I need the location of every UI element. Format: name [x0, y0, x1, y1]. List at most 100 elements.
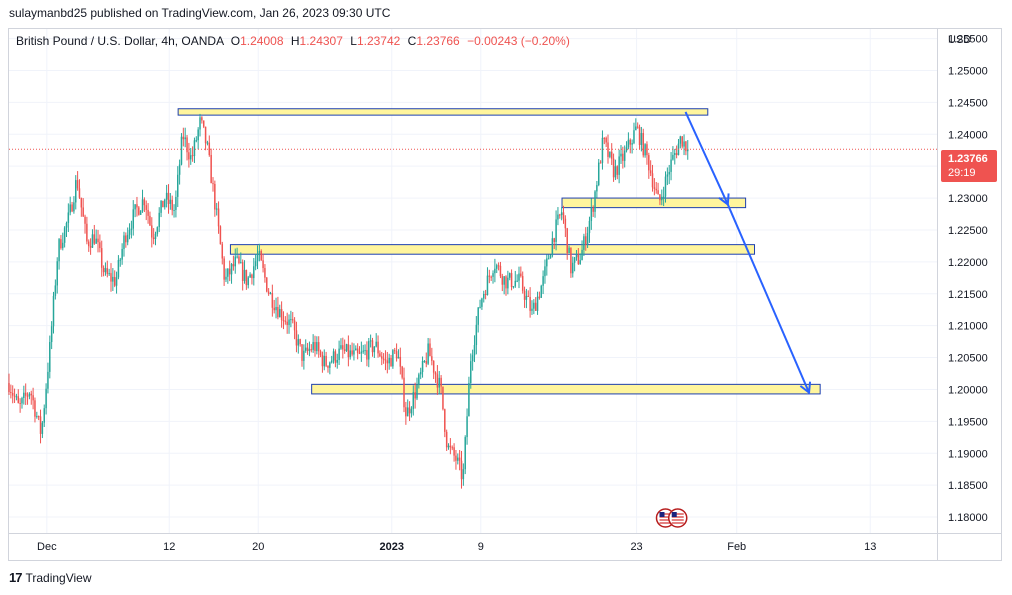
candle-body	[210, 154, 212, 184]
candle-body	[304, 347, 307, 351]
footer[interactable]: 17 TradingView	[9, 570, 92, 585]
candle-body	[449, 445, 452, 448]
candle-body	[243, 269, 246, 281]
candle-body	[260, 251, 262, 261]
candle-body	[254, 261, 257, 267]
candle-body	[377, 341, 379, 354]
publisher-text: sulaymanbd25 published on TradingView.co…	[9, 6, 391, 20]
price-tick-label: 1.24000	[948, 129, 988, 141]
candle-body	[382, 358, 385, 360]
candle-body	[230, 264, 233, 275]
candle-body	[178, 164, 181, 175]
candle-body	[188, 152, 190, 160]
candle-body	[130, 228, 133, 231]
candle-body	[590, 208, 593, 221]
candle-body	[225, 276, 227, 280]
candle-body	[156, 227, 159, 234]
candle-body	[152, 237, 155, 240]
candle-body	[397, 356, 400, 359]
candle-body	[69, 204, 71, 213]
candle-body	[369, 340, 372, 342]
candle-body	[661, 196, 663, 201]
time-axis-divider	[8, 533, 1002, 534]
candle-body	[45, 388, 47, 409]
candle-body	[112, 276, 114, 282]
candle-body	[63, 227, 66, 243]
candle-body	[609, 151, 611, 157]
candle-body	[286, 321, 288, 325]
candle-body	[132, 209, 135, 229]
candle-body	[217, 208, 220, 227]
candle-body	[618, 156, 620, 175]
price-tick-label: 1.21000	[948, 321, 988, 333]
candle-body	[516, 280, 518, 282]
candle-body	[622, 153, 624, 161]
candle-body	[56, 261, 58, 286]
candle-body	[388, 357, 390, 364]
candle-body	[635, 126, 637, 131]
candle-body	[336, 359, 338, 363]
candle-body	[23, 392, 25, 398]
candle-body	[30, 393, 33, 396]
candle-body	[97, 238, 99, 243]
candle-body	[115, 277, 118, 286]
low-value: 1.23742	[356, 34, 401, 48]
candle-body	[416, 385, 418, 399]
candle-body	[457, 457, 459, 461]
candle-body	[316, 342, 318, 352]
candle-body	[475, 324, 478, 346]
candle-body	[343, 349, 346, 351]
candle-body	[104, 268, 107, 273]
candle-body	[288, 319, 290, 325]
candle-body	[566, 228, 568, 253]
candle-body	[657, 190, 659, 195]
candle-body	[228, 268, 231, 275]
candle-body	[99, 242, 101, 249]
candle-body	[666, 174, 669, 177]
candle-body	[117, 260, 120, 278]
candle-body	[386, 360, 389, 364]
candle-body	[601, 137, 604, 163]
candle-body	[241, 262, 244, 281]
candle-body	[162, 200, 164, 208]
candle-body	[505, 276, 507, 289]
candle-body	[182, 136, 185, 140]
candle-body	[108, 273, 110, 275]
candle-body	[581, 249, 583, 261]
candle-body	[251, 274, 253, 279]
candle-body	[494, 268, 496, 274]
candle-body	[594, 191, 596, 212]
candle-body	[408, 407, 411, 414]
candle-body	[138, 207, 140, 215]
price-tick-label: 1.24500	[948, 97, 988, 109]
candle-body	[319, 351, 322, 356]
candle-body	[110, 273, 112, 282]
candle-body	[642, 133, 644, 156]
candle-body	[184, 137, 186, 140]
candle-body	[620, 153, 622, 157]
close-value: 1.23766	[416, 34, 460, 48]
candle-body	[312, 342, 314, 350]
candle-body	[303, 350, 305, 361]
time-tick-label: 13	[864, 541, 876, 553]
candle-body	[501, 276, 504, 285]
candle-body	[670, 159, 672, 172]
candle-body	[447, 445, 450, 448]
candle-body	[627, 139, 630, 148]
candle-body	[458, 457, 461, 461]
candle-body	[310, 349, 313, 351]
symbol-title: British Pound / U.S. Dollar, 4h, OANDA	[16, 34, 224, 48]
candle-body	[575, 254, 578, 258]
currency-label[interactable]: USD	[948, 34, 972, 46]
candle-body	[356, 348, 359, 354]
candle-body	[685, 141, 687, 152]
candle-body	[180, 136, 183, 165]
candle-body	[43, 408, 45, 423]
support-resistance-zone	[311, 383, 821, 395]
time-tick-label: 9	[478, 541, 484, 553]
candle-body	[58, 239, 60, 262]
tradingview-logo-icon: 17	[9, 570, 23, 585]
candle-body	[147, 209, 149, 216]
candle-body	[540, 285, 542, 298]
